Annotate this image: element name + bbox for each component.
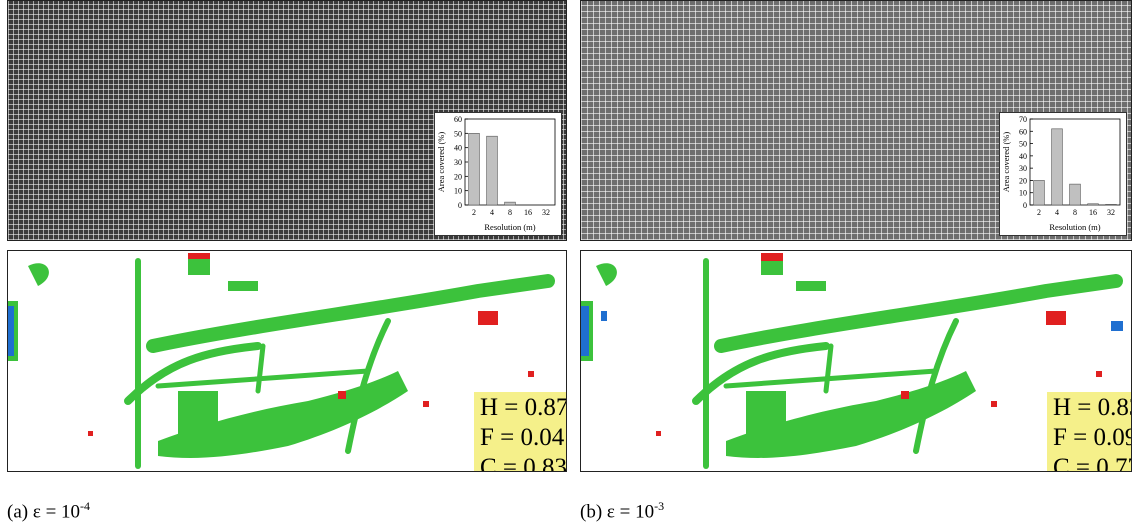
caption-b: (b) ε = 10-3 [580, 499, 664, 523]
x-tick-label-b: 8 [1073, 208, 1077, 217]
x-tick-label-a: 32 [542, 208, 550, 217]
x-tick-label-a: 16 [524, 208, 532, 217]
false-alarm-ratio: F = 0.09 [1053, 424, 1132, 451]
y-tick-label-b: 10 [1019, 189, 1027, 198]
x-tick-label-b: 16 [1089, 208, 1097, 217]
mesh-panel-a: 0 10 20 30 40 50 60 2 4 8 16 32 Resolution (m) Area c… [7, 0, 567, 241]
x-tick-label-a: 4 [490, 208, 494, 217]
y-tick-label-a: 60 [454, 115, 462, 124]
y-axis-label-a: Area covered (%) [436, 132, 446, 193]
x-tick-label-a: 2 [472, 208, 476, 217]
hit-rate: H = 0.83 [1053, 394, 1131, 421]
critical-success-index: C = 0.77 [1053, 454, 1132, 472]
flood-extent-graphic-b [581, 253, 1123, 469]
false-alarm-ratio: F = 0.04 [480, 424, 565, 451]
histogram-inset-a: 0 10 20 30 40 50 60 2 4 8 16 32 Resolution (m) Area c… [434, 112, 562, 236]
bar-4-b [1051, 128, 1063, 206]
bar-8-b [1069, 183, 1081, 206]
bar-8-a [504, 201, 516, 206]
flood-map-a: H = 0.87 F = 0.04 C = 0.83 [7, 250, 567, 472]
caption-a-text: (a) ε = 10 [7, 501, 81, 523]
y-tick-label-b: 70 [1019, 115, 1027, 124]
y-tick-label-b: 30 [1019, 164, 1027, 173]
caption-b-text: (b) ε = 10 [580, 501, 655, 523]
histogram-chart-a: 0 10 20 30 40 50 60 2 4 8 16 32 Resolution (m) Area c… [436, 115, 556, 232]
y-tick-label-a: 20 [454, 172, 462, 181]
x-axis-label-b: Resolution (m) [1049, 222, 1100, 232]
x-tick-label-b: 4 [1055, 208, 1059, 217]
x-tick-label-a: 8 [508, 208, 512, 217]
flood-extent-graphic-a [8, 253, 555, 469]
y-tick-label-b: 60 [1019, 127, 1027, 136]
y-tick-label-a: 50 [454, 129, 462, 138]
caption-a: (a) ε = 10-4 [7, 499, 90, 523]
y-tick-label-b: 40 [1019, 152, 1027, 161]
stats-box-b: H = 0.83 F = 0.09 C = 0.77 [1047, 392, 1132, 472]
histogram-inset-b: 0 10 20 30 40 50 60 70 2 4 8 16 32 Resolution (m) Area… [999, 112, 1127, 236]
flood-map-b: H = 0.83 F = 0.09 C = 0.77 [580, 250, 1132, 472]
bar-4-a [486, 135, 498, 206]
bar-16-b [1087, 203, 1099, 206]
caption-a-exponent: -4 [80, 499, 91, 513]
bar-2-b [1033, 180, 1045, 206]
y-tick-label-b: 50 [1019, 140, 1027, 149]
y-tick-label-a: 30 [454, 158, 462, 167]
y-tick-label-a: 0 [458, 201, 462, 210]
histogram-chart-b: 0 10 20 30 40 50 60 70 2 4 8 16 32 Resolution (m) Area… [1001, 115, 1121, 232]
stats-box-a: H = 0.87 F = 0.04 C = 0.83 [474, 392, 567, 472]
x-tick-label-b: 2 [1037, 208, 1041, 217]
y-tick-label-b: 0 [1023, 201, 1027, 210]
x-tick-label-b: 32 [1107, 208, 1115, 217]
y-tick-label-b: 20 [1019, 176, 1027, 185]
hit-rate: H = 0.87 [480, 394, 567, 421]
mesh-panel-b: 0 10 20 30 40 50 60 70 2 4 8 16 32 Resolution (m) Area… [580, 0, 1132, 241]
caption-b-exponent: -3 [654, 499, 665, 513]
y-axis-label-b: Area covered (%) [1001, 132, 1011, 193]
bar-32-b [1105, 204, 1117, 206]
y-tick-label-a: 10 [454, 187, 462, 196]
critical-success-index: C = 0.83 [480, 454, 567, 472]
bar-2-a [468, 133, 480, 206]
y-tick-label-a: 40 [454, 144, 462, 153]
x-axis-label-a: Resolution (m) [484, 222, 535, 232]
